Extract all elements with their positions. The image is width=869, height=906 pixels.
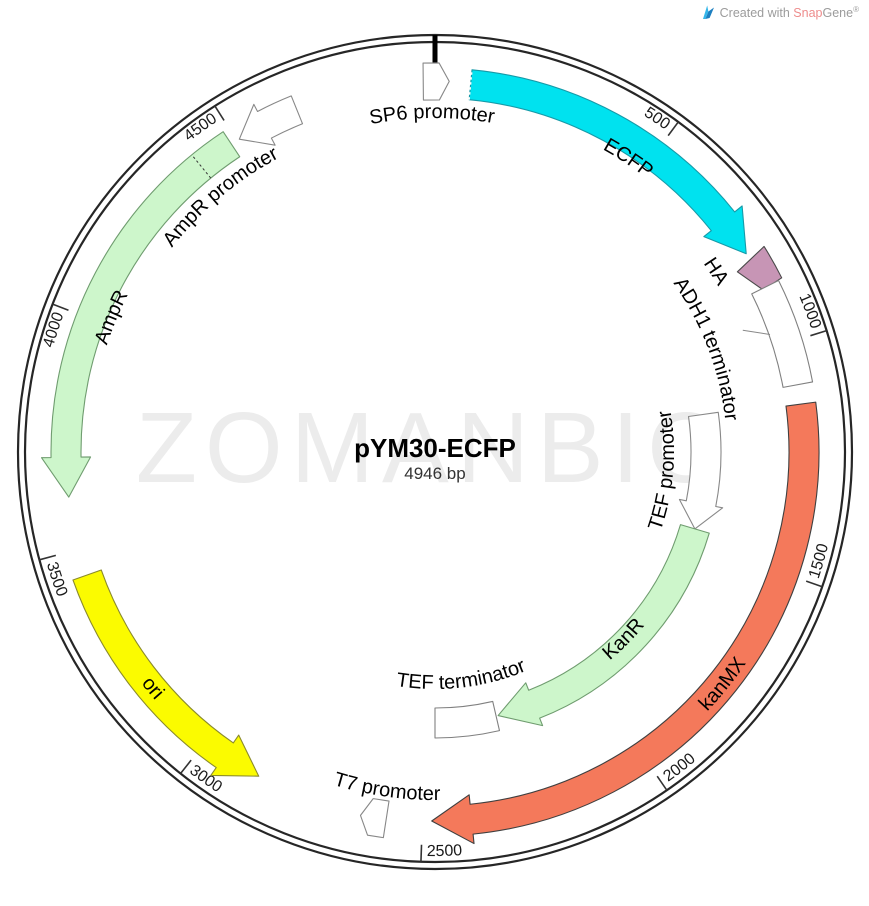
tick-label: 1500 <box>806 542 832 581</box>
tick-mark <box>420 844 423 862</box>
feature-adh1-terminator[interactable] <box>751 279 814 388</box>
tick-label: 500 <box>641 104 673 133</box>
brand-snap: Snap <box>793 6 823 21</box>
watermark: ZOMANBIO <box>135 392 734 504</box>
tick-mark <box>656 775 668 791</box>
tick-label: 3500 <box>43 560 70 599</box>
tick-mark <box>810 329 827 337</box>
tick-mark <box>214 105 225 121</box>
feature-label-tef-terminator[interactable]: TEF terminator <box>395 655 529 694</box>
feature-label-t7-promoter[interactable]: T7 promoter <box>332 768 441 805</box>
label-leader-line <box>742 329 771 336</box>
fusion-boundary-dashed <box>468 69 473 100</box>
snapgene-icon <box>702 5 714 20</box>
plasmid-size: 4946 bp <box>404 463 466 483</box>
credit-line: Created with SnapGene® <box>702 5 859 20</box>
feature-tef-terminator[interactable] <box>434 700 501 739</box>
feature-label-sp6-promoter[interactable]: SP6 promoter <box>368 101 497 129</box>
feature-sp6-promoter[interactable] <box>422 62 450 101</box>
feature-label-adh1-terminator[interactable]: ADH1 terminator <box>669 274 742 422</box>
tick-label: 2500 <box>427 842 463 860</box>
segment-boundary-dashed <box>191 154 212 179</box>
plasmid-title-block: pYM30-ECFP 4946 bp <box>354 434 516 485</box>
brand-gene: Gene <box>822 6 854 21</box>
credit-text: Created with SnapGene® <box>719 5 859 21</box>
feature-ecfp[interactable] <box>468 69 747 255</box>
feature-ha[interactable] <box>736 245 783 291</box>
feature-ori[interactable] <box>72 569 260 777</box>
tick-mark <box>667 121 679 137</box>
plasmid-name: pYM30-ECFP <box>354 433 516 463</box>
feature-label-tef-promoter[interactable]: TEF promoter <box>644 409 679 533</box>
feature-tef-promoter[interactable] <box>678 411 724 530</box>
feature-kanr[interactable] <box>497 524 710 727</box>
tick-mark <box>52 303 69 311</box>
feature-t7-promoter[interactable] <box>359 798 390 839</box>
tick-mark <box>179 759 192 774</box>
feature-ampr-promoter[interactable] <box>238 95 304 146</box>
feature-label-ha[interactable]: HA <box>699 254 733 290</box>
feature-kanmx[interactable] <box>431 401 820 845</box>
feature-ampr[interactable] <box>40 131 241 498</box>
tick-mark <box>39 554 57 561</box>
tick-mark <box>805 580 823 588</box>
